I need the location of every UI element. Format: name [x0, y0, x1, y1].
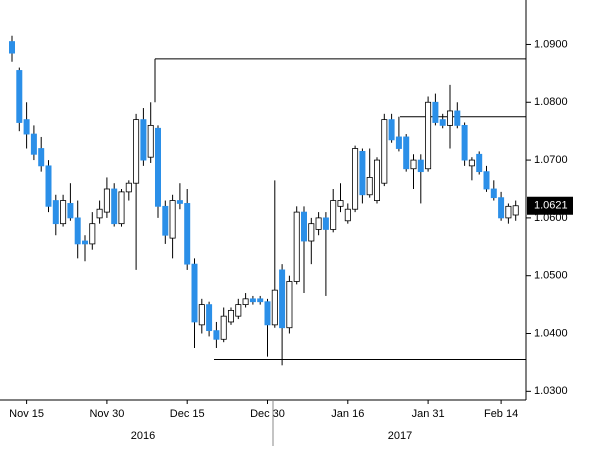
- candle-body: [468, 159, 475, 167]
- candle-body: [147, 124, 154, 158]
- candle-body: [227, 309, 234, 323]
- candle-body: [118, 191, 125, 225]
- candle-body: [403, 136, 410, 170]
- candle-body: [330, 200, 337, 230]
- candle-body: [133, 119, 140, 184]
- candle-body: [352, 148, 359, 210]
- candle-body: [417, 159, 424, 173]
- year-label: 2017: [388, 430, 412, 442]
- x-tick-label: Dec 15: [170, 408, 205, 420]
- candle-body: [242, 298, 249, 306]
- candle-body: [454, 110, 461, 126]
- candle-body: [315, 217, 322, 230]
- candle-body: [206, 304, 213, 332]
- candle-body: [498, 197, 505, 219]
- y-tick-label: 1.0900: [534, 38, 568, 50]
- x-tick-label: Jan 31: [412, 408, 445, 420]
- candle-body: [373, 159, 380, 201]
- candle-body: [30, 133, 37, 155]
- candle-body: [111, 188, 118, 225]
- x-tick-label: Nov 15: [9, 408, 44, 420]
- candle-body: [446, 110, 453, 126]
- candle-body: [67, 203, 74, 219]
- candle-body: [395, 136, 402, 149]
- x-tick-label: Feb 14: [484, 408, 518, 420]
- candle-body: [461, 124, 468, 161]
- x-tick-label: Jan 16: [331, 408, 364, 420]
- candle-body: [257, 298, 264, 303]
- candle-body: [366, 177, 373, 196]
- candle-body: [45, 165, 52, 207]
- candle-body: [184, 203, 191, 265]
- candle-body: [337, 200, 344, 207]
- candle-body: [38, 148, 45, 167]
- candle-body: [220, 315, 227, 340]
- year-label: 2016: [131, 430, 155, 442]
- candle-body: [235, 304, 242, 317]
- candle-body: [410, 159, 417, 170]
- candle-body: [125, 182, 132, 193]
- x-tick-label: Dec 30: [250, 408, 285, 420]
- candle-body: [169, 200, 176, 239]
- candle-body: [425, 101, 432, 170]
- candle-body: [359, 151, 366, 196]
- candle-body: [381, 119, 388, 184]
- candle-body: [23, 119, 30, 135]
- y-tick-label: 1.0700: [534, 154, 568, 166]
- candle-body: [52, 200, 59, 225]
- candle-body: [264, 301, 271, 326]
- last-price-label: 1.0621: [534, 200, 568, 212]
- candle-body: [483, 171, 490, 190]
- candle-body: [176, 200, 183, 204]
- candle-body: [74, 217, 81, 245]
- candle-body: [344, 208, 351, 222]
- y-tick-label: 1.0800: [534, 96, 568, 108]
- candle-body: [279, 269, 286, 329]
- candle-body: [103, 188, 110, 213]
- candle-body: [439, 119, 446, 126]
- candle-body: [322, 217, 329, 230]
- y-tick-label: 1.0300: [534, 385, 568, 397]
- candle-body: [271, 289, 278, 326]
- candle-body: [293, 211, 300, 282]
- candle-body: [388, 119, 395, 141]
- candle-body: [249, 298, 256, 303]
- candle-body: [490, 188, 497, 199]
- candle-body: [198, 304, 205, 326]
- candle-body: [140, 119, 147, 161]
- candle-body: [213, 330, 220, 340]
- candle-body: [8, 41, 15, 54]
- candle-body: [162, 205, 169, 236]
- candle-body: [154, 127, 161, 207]
- y-tick-label: 1.0600: [534, 212, 568, 224]
- x-tick-label: Nov 30: [89, 408, 124, 420]
- candle-body: [308, 223, 315, 242]
- last-price-box: [527, 196, 573, 215]
- y-tick-label: 1.0500: [534, 270, 568, 282]
- candle-body: [191, 263, 198, 323]
- candle-body: [60, 200, 67, 225]
- candle-body: [512, 205, 519, 216]
- candle-body: [82, 240, 89, 245]
- candle-body: [89, 223, 96, 245]
- candle-body: [16, 70, 23, 123]
- candle-body: [432, 101, 439, 123]
- y-tick-label: 1.0400: [534, 327, 568, 339]
- candle-body: [476, 153, 483, 173]
- candle-body: [505, 205, 512, 219]
- candle-body: [300, 211, 307, 242]
- candle-body: [96, 208, 103, 219]
- candle-body: [286, 281, 293, 329]
